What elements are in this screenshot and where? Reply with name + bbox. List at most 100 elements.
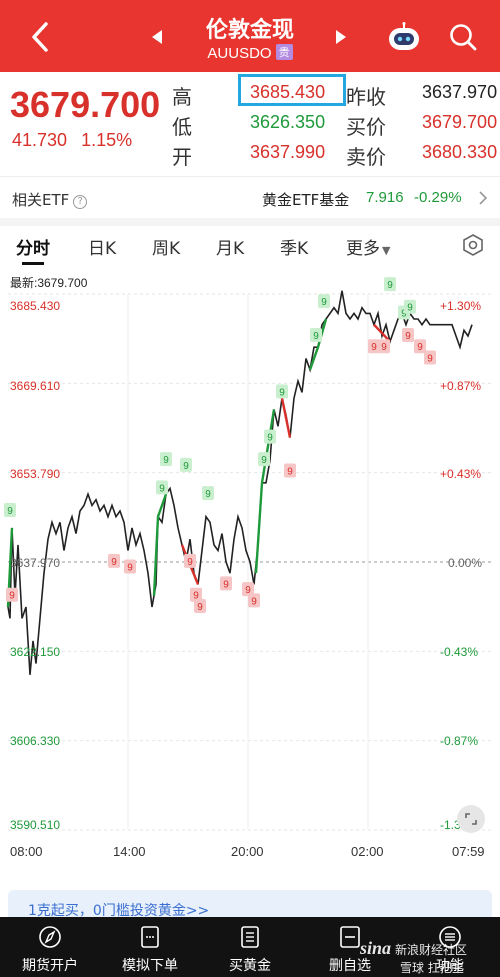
next-instrument-icon[interactable]	[334, 28, 348, 46]
promo-text: 1克起买，0门槛投资黄金>>	[28, 903, 210, 919]
signal-marker-label: 9	[187, 557, 193, 568]
etf-fund-percent: -0.29%	[414, 189, 462, 206]
back-arrow-icon[interactable]	[24, 20, 58, 54]
sina-logo: sina	[360, 938, 392, 958]
y-axis-label-5: 3606.330	[10, 734, 61, 748]
robot-assistant-icon[interactable]	[386, 22, 422, 54]
signal-marker-label: 9	[193, 591, 199, 602]
buy-signal-marker: 9	[156, 480, 168, 495]
signal-marker-label: 9	[313, 331, 319, 342]
signal-segment	[152, 493, 168, 596]
buy-gold-label: 买黄金	[229, 958, 271, 974]
compass-icon	[39, 926, 61, 948]
buy-signal-marker: 9	[160, 452, 172, 467]
search-icon[interactable]	[448, 22, 478, 52]
related-etf-text: 相关ETF	[12, 191, 70, 209]
previous-instrument-icon[interactable]	[150, 28, 164, 46]
signal-marker-label: 9	[387, 280, 393, 291]
signal-marker-label: 9	[9, 591, 15, 602]
sell-signal-marker: 9	[284, 463, 296, 478]
functions-label: 功能	[436, 958, 464, 974]
tab-monthly-k[interactable]: 月K	[216, 239, 245, 259]
open-futures-account-button[interactable]: 期货开户	[0, 917, 100, 977]
section-divider	[0, 218, 500, 226]
low-label: 低	[172, 115, 192, 139]
minus-square-icon	[340, 926, 360, 948]
help-icon[interactable]: ?	[73, 195, 88, 209]
bid-label: 买价	[346, 115, 386, 139]
y-axis-label-2: 3653.790	[10, 467, 61, 481]
chevron-right-icon[interactable]	[478, 191, 488, 205]
signal-marker-label: 9	[197, 602, 203, 613]
signal-marker-label: 9	[279, 387, 285, 398]
watermark-line1: 新浪财经社区	[395, 943, 468, 957]
y-axis-pct-0: +1.30%	[440, 299, 482, 313]
y-axis-label-0: 3685.430	[10, 299, 61, 313]
caret-down-icon: ▼	[382, 244, 391, 257]
related-etf-row[interactable]: 相关ETF? 黄金ETF基金 7.916 -0.29%	[0, 176, 500, 218]
sell-signal-marker: 9	[6, 587, 18, 602]
tab-more[interactable]: 更多 ▼	[346, 234, 390, 259]
signal-marker-label: 9	[371, 342, 377, 353]
low-value: 3626.350	[250, 112, 326, 132]
signal-marker-label: 9	[223, 579, 229, 590]
change-percent: 1.15%	[81, 130, 133, 150]
quote-panel: 3679.700 41.730 1.15% 高 3685.430 昨收 3637.…	[0, 72, 500, 176]
watermark: sina 新浪财经社区 雪球 扛把主	[360, 938, 467, 976]
buy-signal-marker: 9	[310, 327, 322, 342]
clipboard-icon	[241, 926, 259, 948]
y-axis-pct-1: +0.87%	[440, 379, 482, 393]
sell-signal-marker: 9	[248, 593, 260, 608]
top-header: 伦敦金现 AUUSDO 贵	[0, 0, 500, 72]
buy-signal-marker: 9	[264, 429, 276, 444]
simulated-order-button[interactable]: 模拟下单	[100, 917, 200, 977]
buy-gold-button[interactable]: 买黄金	[200, 917, 300, 977]
x-axis-label-4: 07:59	[452, 844, 485, 859]
ask-label: 卖价	[346, 145, 386, 169]
bid-value: 3679.700	[422, 112, 498, 132]
x-axis-label-3: 02:00	[351, 844, 384, 859]
tab-intraday[interactable]: 分时	[16, 239, 50, 259]
x-axis-label-0: 08:00	[10, 844, 43, 859]
sell-signal-marker: 9	[242, 582, 254, 597]
prev-close-value: 3637.970	[422, 82, 498, 102]
sell-signal-marker: 9	[378, 339, 390, 354]
bottom-toolbar: 期货开户 模拟下单 买黄金 删自选 功能	[0, 917, 500, 977]
tab-more-label: 更多	[346, 239, 380, 259]
fullscreen-icon[interactable]	[456, 804, 486, 834]
y-axis-pct-4: -0.43%	[440, 645, 479, 659]
chart-settings-icon[interactable]	[462, 234, 484, 256]
y-axis-label-4: 3622.150	[10, 645, 61, 659]
signal-segment	[373, 323, 391, 343]
sell-signal-marker: 9	[190, 587, 202, 602]
signal-marker-label: 9	[111, 557, 117, 568]
chart-grid	[8, 293, 492, 831]
y-axis-label-1: 3669.610	[10, 379, 61, 393]
prev-close-label: 昨收	[346, 85, 386, 109]
remove-watchlist-button[interactable]: 删自选	[300, 917, 400, 977]
chart-period-tabs: 分时 日K 周K 月K 季K 更多 ▼	[0, 226, 500, 266]
y-axis-pct-3: 0.00%	[448, 556, 483, 570]
signal-marker-label: 9	[405, 331, 411, 342]
signal-segment	[308, 318, 328, 371]
signal-marker-label: 9	[427, 354, 433, 365]
tab-quarterly-k[interactable]: 季K	[280, 239, 309, 259]
tab-weekly-k[interactable]: 周K	[152, 239, 181, 259]
high-label: 高	[172, 85, 192, 109]
high-value-highlight	[238, 74, 346, 106]
change-amount: 41.730	[12, 130, 68, 150]
price-line	[7, 290, 473, 675]
functions-button[interactable]: 功能	[400, 917, 500, 977]
simulated-order-label: 模拟下单	[122, 958, 178, 974]
etf-fund-name: 黄金ETF基金	[262, 191, 350, 209]
open-value: 3637.990	[250, 142, 326, 162]
signal-marker-label: 9	[245, 585, 251, 596]
related-etf-label: 相关ETF?	[12, 189, 88, 210]
tab-daily-k[interactable]: 日K	[88, 239, 117, 259]
buy-signal-marker: 9	[276, 384, 288, 399]
latest-price-label: 最新:3679.700	[10, 276, 88, 290]
page-title: 伦敦金现	[205, 18, 294, 43]
